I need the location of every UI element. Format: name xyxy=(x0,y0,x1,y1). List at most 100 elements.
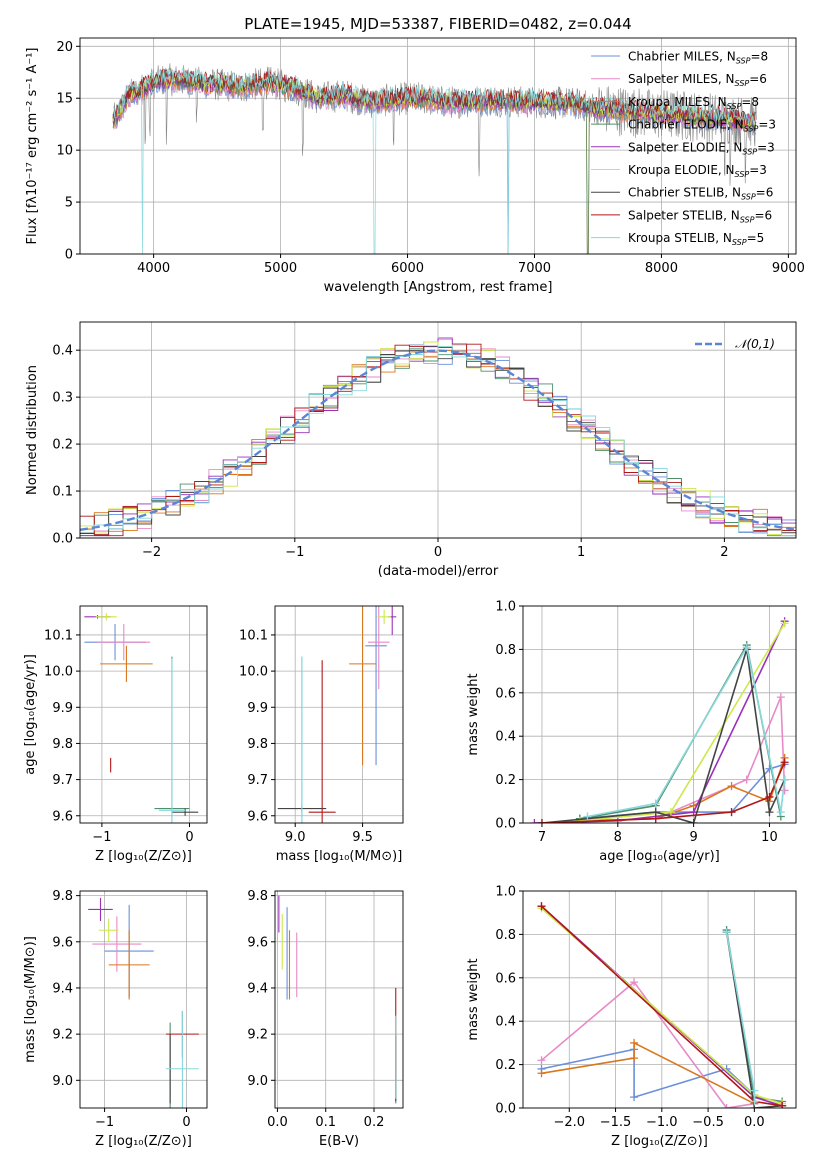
weight-marker xyxy=(537,902,546,911)
legend-entry: 𝒩(0,1) xyxy=(735,337,775,351)
x-tick-label: 0.0 xyxy=(744,1115,765,1130)
y-tick-label: 20 xyxy=(56,40,73,55)
y-tick-label: 9.4 xyxy=(52,981,73,996)
y-axis-label: mass weight xyxy=(466,673,481,755)
plot-area xyxy=(88,897,199,1108)
legend-entry: Chabrier ELODIE, NSSP=3 xyxy=(628,118,776,134)
x-tick-label: 0 xyxy=(434,545,442,560)
y-tick-label: 0.2 xyxy=(52,438,73,453)
weight-marker xyxy=(778,1101,787,1108)
weight-line xyxy=(579,642,782,820)
plot-area xyxy=(112,63,757,254)
x-axis-label: Z [log₁₀(Z/Z⊙)] xyxy=(95,849,192,864)
panel-5: −1 0 9.0 9.2 9.4 9.6 9.8 Z [log₁₀(Z/Z⊙)] mass [l… xyxy=(23,889,208,1149)
legend-entry: Kroupa MILES, NSSP=8 xyxy=(628,95,759,111)
y-tick-label: 9.4 xyxy=(247,981,268,996)
weight-marker xyxy=(689,819,698,823)
y-tick-label: 0.4 xyxy=(52,344,73,359)
plot-area xyxy=(277,606,397,823)
x-axis-label: E(B-V) xyxy=(319,1134,359,1149)
x-axis-label: Z [log₁₀(Z/Z⊙)] xyxy=(95,1134,192,1149)
x-tick-label: 7000 xyxy=(518,261,551,276)
plot-area xyxy=(537,902,787,1108)
error-bar-point xyxy=(377,609,391,625)
axes-frame xyxy=(522,890,797,1109)
error-bar-point xyxy=(88,897,113,922)
y-tick-label: 0.4 xyxy=(495,1015,516,1030)
y-tick-label: 5 xyxy=(65,196,73,211)
y-tick-label: 0 xyxy=(65,248,73,263)
plot-area xyxy=(84,613,199,823)
y-tick-label: 10.1 xyxy=(44,628,73,643)
legend-entry: Chabrier STELIB, NSSP=6 xyxy=(628,186,773,202)
weight-marker xyxy=(750,1097,759,1106)
y-tick-label: 0.6 xyxy=(495,686,516,701)
y-tick-label: 10.0 xyxy=(44,665,73,680)
x-tick-label: 9 xyxy=(689,830,697,845)
weight-marker xyxy=(776,808,785,817)
x-tick-label: 2 xyxy=(720,545,728,560)
x-tick-label: 0 xyxy=(182,1115,190,1130)
model-spectrum xyxy=(112,66,757,254)
chart-title: PLATE=1945, MJD=53387, FIBERID=0482, z=0… xyxy=(244,15,631,33)
plot-area xyxy=(278,895,397,1104)
weight-marker xyxy=(630,1054,639,1063)
y-tick-label: 0.0 xyxy=(495,817,516,832)
x-axis-label: mass [log₁₀(M/M⊙)] xyxy=(276,849,403,864)
error-bar-point xyxy=(166,1011,199,1108)
weight-marker xyxy=(651,799,660,808)
x-tick-label: −1 xyxy=(95,1115,114,1130)
histogram-series xyxy=(80,345,796,537)
legend-entry: Salpeter STELIB, NSSP=6 xyxy=(628,208,772,224)
weight-line xyxy=(541,649,786,823)
y-axis-label: Flux [fλ10⁻¹⁷ erg cm⁻² s⁻¹ A⁻¹] xyxy=(25,48,40,245)
legend-entry: Kroupa STELIB, NSSP=5 xyxy=(628,231,764,247)
y-tick-label: 9.9 xyxy=(247,701,268,716)
x-tick-label: 0.0 xyxy=(267,1115,288,1130)
y-tick-label: 9.8 xyxy=(52,737,73,752)
x-tick-label: −1.0 xyxy=(646,1115,678,1130)
y-tick-label: 10.0 xyxy=(239,665,268,680)
x-axis-label: age [log₁₀(age/yr)] xyxy=(599,849,720,864)
axes-frame xyxy=(274,890,404,1109)
x-tick-label: 9.0 xyxy=(285,830,306,845)
weight-marker xyxy=(530,819,539,823)
weight-marker xyxy=(666,808,675,817)
error-bar-point xyxy=(97,624,151,661)
weight-marker xyxy=(537,1056,546,1065)
weight-marker xyxy=(780,775,789,784)
legend: Chabrier MILES, NSSP=8 Salpeter MILES, NS… xyxy=(591,50,776,247)
y-tick-label: 10 xyxy=(56,144,73,159)
y-tick-label: 9.8 xyxy=(52,889,73,904)
x-tick-label: 0.1 xyxy=(315,1115,336,1130)
x-tick-label: 6000 xyxy=(391,261,424,276)
x-tick-label: −1 xyxy=(92,830,111,845)
y-tick-label: 9.7 xyxy=(52,773,73,788)
x-tick-label: 0.2 xyxy=(364,1115,385,1130)
y-tick-label: 9.9 xyxy=(52,701,73,716)
y-tick-label: 0.8 xyxy=(495,643,516,658)
panel-1: −2 −1 0 1 2 0.0 0.1 0.2 0.3 0.4 (data-model)/error… xyxy=(25,321,797,579)
legend-entry: Chabrier MILES, NSSP=8 xyxy=(628,50,768,66)
x-tick-label: 9.5 xyxy=(352,830,373,845)
y-tick-label: 0.0 xyxy=(495,1102,516,1117)
error-bar-point xyxy=(98,918,119,942)
y-tick-label: 1.0 xyxy=(495,885,516,900)
y-tick-label: 0.0 xyxy=(52,532,73,547)
error-bar-point xyxy=(171,808,199,816)
x-tick-label: 8 xyxy=(614,830,622,845)
y-tick-label: 9.8 xyxy=(247,737,268,752)
y-tick-label: 9.7 xyxy=(247,773,268,788)
weight-marker xyxy=(722,928,731,937)
error-bar-point xyxy=(349,606,377,766)
y-axis-label: age [log₁₀(age/yr)] xyxy=(23,654,38,775)
weight-marker xyxy=(742,775,751,784)
legend-entry: Salpeter ELODIE, NSSP=3 xyxy=(628,140,775,156)
axes-frame xyxy=(274,605,404,824)
error-bar-point xyxy=(158,658,186,823)
weight-marker xyxy=(765,792,774,801)
x-tick-label: −2.0 xyxy=(553,1115,585,1130)
x-axis-label: (data-model)/error xyxy=(378,564,499,579)
error-bar-point xyxy=(100,645,153,682)
